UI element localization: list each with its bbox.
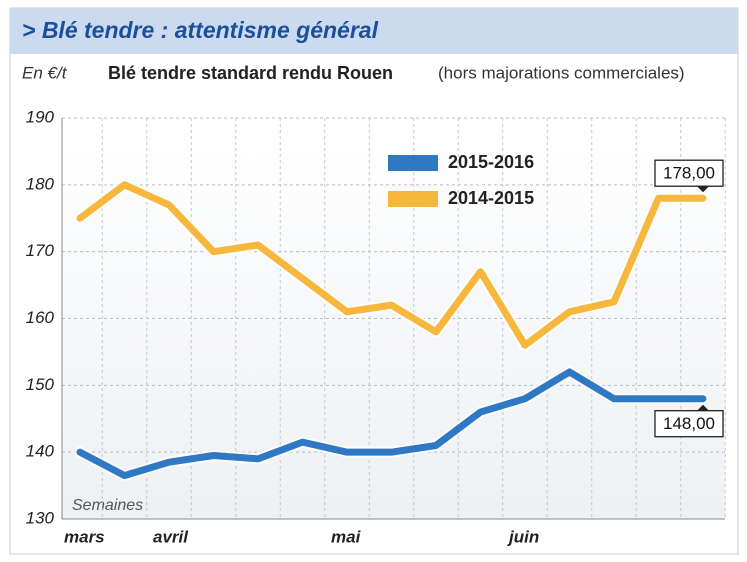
legend-label: 2014-2015: [448, 188, 534, 208]
y-tick-label: 130: [26, 508, 55, 527]
unit-label: En €/t: [22, 63, 68, 82]
value-label-box: [654, 159, 724, 187]
legend-swatch: [388, 191, 438, 207]
legend-label: 2015-2016: [448, 152, 534, 172]
y-tick-label: 180: [26, 174, 55, 193]
x-tick-label: mai: [331, 527, 362, 546]
y-tick-label: 170: [26, 241, 55, 260]
y-tick-label: 190: [26, 107, 55, 126]
value-label: 148,00: [663, 414, 715, 433]
subtitle: Blé tendre standard rendu Rouen: [108, 63, 393, 83]
value-label-pointer: [697, 186, 709, 193]
legend-swatch: [388, 155, 438, 171]
annotation: Semaines: [72, 497, 143, 514]
x-tick-label: juin: [507, 527, 539, 546]
x-tick-label: avril: [153, 527, 189, 546]
series-line: [76, 368, 707, 480]
value-label: 178,00: [663, 164, 715, 183]
series-line: [76, 181, 707, 349]
y-tick-label: 140: [26, 442, 55, 461]
y-tick-label: 160: [26, 308, 55, 327]
header-band: [10, 8, 738, 54]
value-label-pointer: [697, 404, 709, 411]
y-tick-label: 150: [26, 375, 55, 394]
x-tick-label: mars: [64, 527, 105, 546]
chart-title: > Blé tendre : attentisme général: [22, 17, 379, 43]
subtitle-note: (hors majorations commerciales): [438, 63, 685, 82]
value-label-box: [654, 410, 724, 438]
